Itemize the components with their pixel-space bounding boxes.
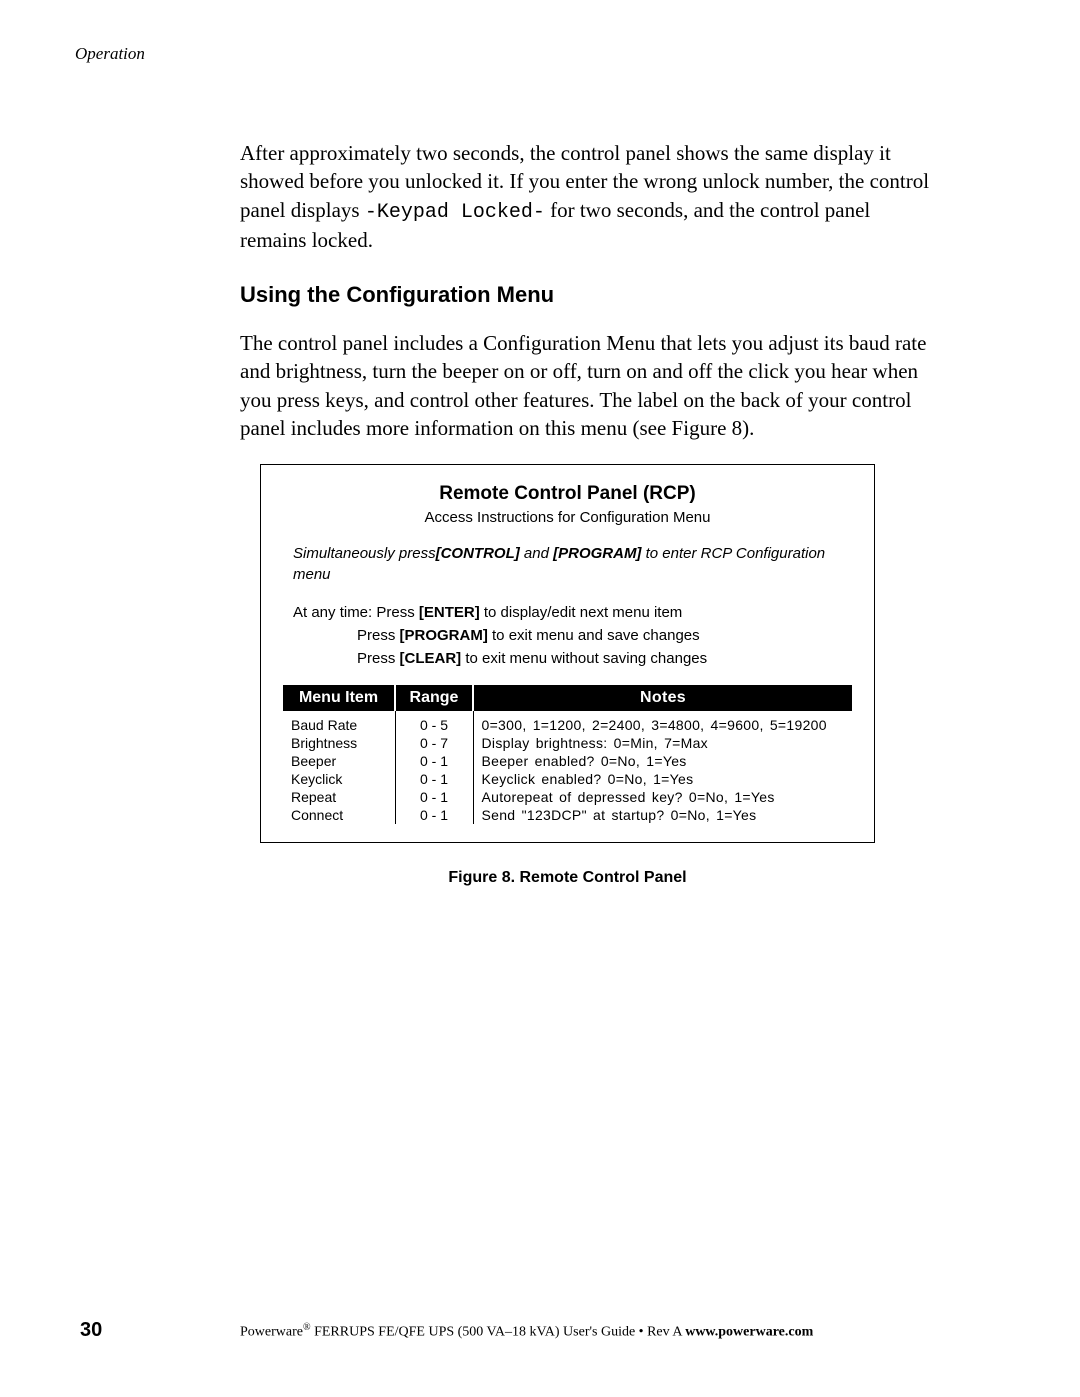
figure-instruction: Simultaneously press[CONTROL] and [PROGR… <box>293 544 852 585</box>
registered-mark: ® <box>303 1322 311 1333</box>
th-menu-item: Menu Item <box>283 685 395 711</box>
cell-item: Beeper <box>283 752 395 770</box>
cell-notes: Keyclick enabled? 0=No, 1=Yes <box>473 770 852 788</box>
table-row: Repeat 0 - 1 Autorepeat of depressed key… <box>283 788 852 806</box>
line1-b: to display/edit next menu item <box>480 604 683 621</box>
th-notes: Notes <box>473 685 852 711</box>
line3-b: to exit menu without saving changes <box>461 650 707 667</box>
figure-box: Remote Control Panel (RCP) Access Instru… <box>260 464 875 842</box>
instr-mid: and <box>520 545 553 562</box>
page-footer: 30 Powerware® FERRUPS FE/QFE UPS (500 VA… <box>80 1319 1000 1342</box>
figure-caption: Figure 8. Remote Control Panel <box>260 869 875 887</box>
cell-range: 0 - 5 <box>395 711 473 734</box>
page: Operation After approximately two second… <box>0 0 1080 1397</box>
cell-range: 0 - 7 <box>395 734 473 752</box>
table-header-row: Menu Item Range Notes <box>283 685 852 711</box>
cell-notes: Beeper enabled? 0=No, 1=Yes <box>473 752 852 770</box>
table-row: Beeper 0 - 1 Beeper enabled? 0=No, 1=Yes <box>283 752 852 770</box>
instr-program-key: [PROGRAM] <box>553 545 641 562</box>
footer-brand: Powerware <box>240 1325 303 1340</box>
line2-a: Press <box>357 627 400 644</box>
cell-notes: 0=300, 1=1200, 2=2400, 3=4800, 4=9600, 5… <box>473 711 852 734</box>
table-row: Brightness 0 - 7 Display brightness: 0=M… <box>283 734 852 752</box>
cell-item: Connect <box>283 806 395 824</box>
cell-item: Repeat <box>283 788 395 806</box>
figure-key-lines: At any time: Press [ENTER] to display/ed… <box>293 601 852 671</box>
line-clear: Press [CLEAR] to exit menu without savin… <box>357 647 852 670</box>
th-range: Range <box>395 685 473 711</box>
footer-product: FERRUPS FE/QFE UPS (500 VA–18 kVA) User'… <box>311 1325 686 1340</box>
cell-item: Keyclick <box>283 770 395 788</box>
paragraph-unlock: After approximately two seconds, the con… <box>240 139 935 254</box>
content-area: After approximately two seconds, the con… <box>240 139 935 887</box>
line3-a: Press <box>357 650 400 667</box>
cell-notes: Display brightness: 0=Min, 7=Max <box>473 734 852 752</box>
cell-range: 0 - 1 <box>395 752 473 770</box>
footer-url: www.powerware.com <box>685 1325 813 1340</box>
line-enter: At any time: Press [ENTER] to display/ed… <box>293 601 852 624</box>
cell-item: Baud Rate <box>283 711 395 734</box>
clear-key: [CLEAR] <box>400 650 462 667</box>
cell-notes: Send "123DCP" at startup? 0=No, 1=Yes <box>473 806 852 824</box>
figure-title: Remote Control Panel (RCP) <box>283 483 852 505</box>
keypad-locked-code: -Keypad Locked- <box>365 201 545 224</box>
page-number: 30 <box>80 1319 240 1342</box>
line-program: Press [PROGRAM] to exit menu and save ch… <box>357 624 852 647</box>
paragraph-config-menu: The control panel includes a Configurati… <box>240 329 935 442</box>
cell-range: 0 - 1 <box>395 770 473 788</box>
cell-range: 0 - 1 <box>395 806 473 824</box>
footer-text: Powerware® FERRUPS FE/QFE UPS (500 VA–18… <box>240 1322 813 1341</box>
figure-subtitle: Access Instructions for Configuration Me… <box>283 509 852 526</box>
cell-notes: Autorepeat of depressed key? 0=No, 1=Yes <box>473 788 852 806</box>
heading-config-menu: Using the Configuration Menu <box>240 282 935 308</box>
figure-8: Remote Control Panel (RCP) Access Instru… <box>260 464 875 886</box>
config-table: Menu Item Range Notes Baud Rate 0 - 5 0=… <box>283 685 852 824</box>
instr-text-a: Simultaneously press <box>293 545 436 562</box>
program-key: [PROGRAM] <box>400 627 488 644</box>
table-row: Connect 0 - 1 Send "123DCP" at startup? … <box>283 806 852 824</box>
line2-b: to exit menu and save changes <box>488 627 700 644</box>
table-row: Keyclick 0 - 1 Keyclick enabled? 0=No, 1… <box>283 770 852 788</box>
cell-item: Brightness <box>283 734 395 752</box>
cell-range: 0 - 1 <box>395 788 473 806</box>
enter-key: [ENTER] <box>419 604 480 621</box>
line1-a: At any time: Press <box>293 604 419 621</box>
header-section-label: Operation <box>75 44 1000 64</box>
table-row: Baud Rate 0 - 5 0=300, 1=1200, 2=2400, 3… <box>283 711 852 734</box>
instr-control-key: [CONTROL] <box>436 545 520 562</box>
